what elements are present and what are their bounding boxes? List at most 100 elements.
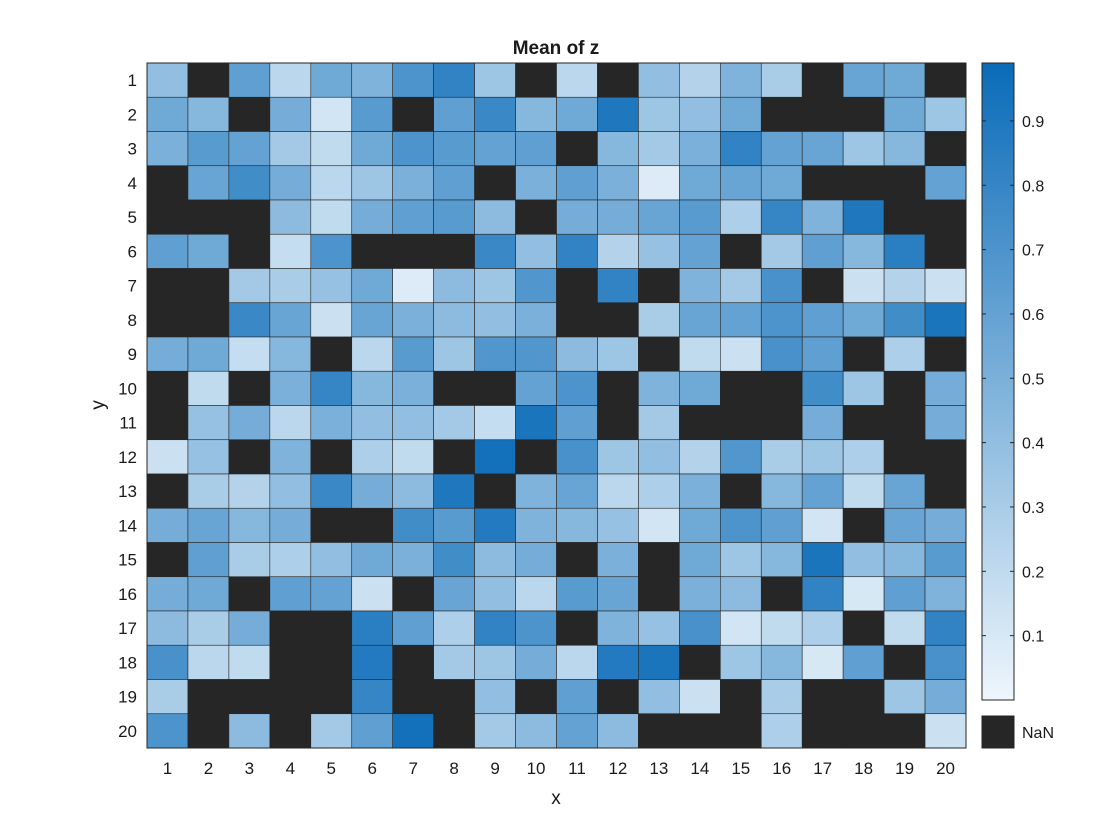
x-tick-label: 11 bbox=[568, 759, 586, 778]
heatmap-cell bbox=[392, 473, 434, 509]
colorbar-tick-label: 0.7 bbox=[1022, 243, 1044, 260]
heatmap-cell bbox=[597, 713, 639, 749]
heatmap-cell bbox=[679, 336, 721, 372]
heatmap-cell bbox=[515, 473, 557, 509]
heatmap-cell bbox=[269, 165, 312, 201]
x-axis-label: x bbox=[551, 788, 561, 809]
heatmap-cell bbox=[310, 62, 353, 98]
heatmap-cell bbox=[269, 405, 312, 441]
heatmap-cell bbox=[146, 131, 189, 167]
heatmap-cell-nan bbox=[187, 268, 230, 304]
heatmap-cell bbox=[760, 713, 803, 749]
heatmap-cell-nan bbox=[924, 439, 967, 475]
heatmap-cell bbox=[269, 268, 312, 304]
heatmap-cell-nan bbox=[719, 405, 762, 441]
heatmap-cell bbox=[187, 233, 230, 269]
y-axis-label: y bbox=[88, 400, 109, 410]
heatmap-cell bbox=[556, 473, 598, 509]
heatmap-cell-nan bbox=[146, 199, 189, 235]
heatmap-cell bbox=[883, 131, 926, 167]
heatmap-cell-nan bbox=[474, 473, 516, 509]
heatmap-cell bbox=[842, 644, 885, 680]
heatmap-cell-nan bbox=[842, 405, 885, 441]
y-tick-label: 12 bbox=[118, 448, 137, 467]
heatmap-cell-nan bbox=[719, 713, 762, 749]
x-tick-label: 5 bbox=[327, 759, 336, 778]
heatmap-cell bbox=[351, 610, 394, 646]
heatmap-cell bbox=[392, 165, 434, 201]
heatmap-cell bbox=[351, 439, 394, 475]
heatmap-cell bbox=[719, 542, 762, 578]
heatmap-cell-nan bbox=[597, 62, 639, 98]
heatmap-cell bbox=[924, 576, 967, 612]
heatmap-cell bbox=[433, 131, 475, 167]
heatmap-cell bbox=[392, 405, 434, 441]
heatmap-cell bbox=[597, 268, 639, 304]
heatmap-cell-nan bbox=[556, 302, 598, 338]
heatmap-cell-nan bbox=[883, 644, 926, 680]
colorbar-tick-label: 0.8 bbox=[1022, 178, 1044, 195]
heatmap-cell bbox=[310, 165, 353, 201]
colorbar-tick-label: 0.9 bbox=[1022, 114, 1044, 131]
heatmap-cell-nan bbox=[351, 233, 394, 269]
heatmap-cell-nan bbox=[842, 96, 885, 132]
heatmap-cell-nan bbox=[433, 233, 475, 269]
heatmap-cell bbox=[433, 268, 475, 304]
heatmap-cell-nan bbox=[842, 165, 885, 201]
heatmap-cell bbox=[801, 439, 844, 475]
heatmap-cell bbox=[269, 473, 312, 509]
heatmap-cell bbox=[310, 576, 353, 612]
heatmap-cell bbox=[597, 336, 639, 372]
heatmap-cell bbox=[474, 576, 516, 612]
heatmap-cell-nan bbox=[924, 233, 967, 269]
heatmap-cell-nan bbox=[187, 302, 230, 338]
colorbar-ticks: 0.1 0.2 0.3 0.4 0.5 0.6 0.7 0.8 0.9 bbox=[982, 114, 1044, 646]
heatmap-cell bbox=[146, 439, 189, 475]
heatmap-cell bbox=[760, 199, 803, 235]
heatmap-cell bbox=[433, 165, 475, 201]
heatmap-cell bbox=[433, 644, 475, 680]
heatmap-cell bbox=[474, 302, 516, 338]
heatmap-cell bbox=[719, 507, 762, 543]
heatmap-cell-nan bbox=[924, 473, 967, 509]
heatmap-cell-nan bbox=[842, 336, 885, 372]
heatmap-cell bbox=[269, 96, 312, 132]
heatmap-cell bbox=[392, 268, 434, 304]
heatmap-cell bbox=[556, 370, 598, 406]
heatmap-cell bbox=[433, 199, 475, 235]
heatmap-cell-nan bbox=[924, 62, 967, 98]
heatmap-cell bbox=[556, 713, 598, 749]
heatmap-cell bbox=[760, 679, 803, 715]
heatmap-cell bbox=[842, 199, 885, 235]
heatmap-cell bbox=[228, 610, 271, 646]
heatmap-cell bbox=[228, 268, 271, 304]
heatmap-cell bbox=[351, 96, 394, 132]
heatmap-cell-nan bbox=[228, 679, 271, 715]
heatmap-cell bbox=[638, 131, 680, 167]
heatmap-cell bbox=[310, 233, 353, 269]
heatmap-cell bbox=[351, 131, 394, 167]
y-tick-label: 16 bbox=[118, 585, 137, 604]
heatmap-cell bbox=[638, 439, 680, 475]
heatmap-cell bbox=[474, 62, 516, 98]
heatmap-cell bbox=[433, 576, 475, 612]
heatmap-cell bbox=[719, 131, 762, 167]
heatmap-cell bbox=[883, 233, 926, 269]
x-tick-label: 13 bbox=[649, 759, 668, 778]
heatmap-cell-nan bbox=[556, 610, 598, 646]
heatmap-cell bbox=[269, 576, 312, 612]
heatmap-cell bbox=[597, 542, 639, 578]
x-tick-label: 20 bbox=[936, 759, 955, 778]
heatmap-cell bbox=[719, 610, 762, 646]
heatmap-cell bbox=[474, 679, 516, 715]
y-tick-label: 10 bbox=[118, 379, 137, 398]
heatmap-cell bbox=[351, 199, 394, 235]
heatmap-cell bbox=[228, 507, 271, 543]
heatmap-cell-nan bbox=[597, 370, 639, 406]
heatmap-cell-nan bbox=[597, 679, 639, 715]
y-tick-label: 2 bbox=[128, 105, 137, 124]
heatmap-cell-nan bbox=[146, 302, 189, 338]
heatmap-cell bbox=[679, 473, 721, 509]
heatmap-cell bbox=[597, 576, 639, 612]
heatmap-cell bbox=[924, 405, 967, 441]
